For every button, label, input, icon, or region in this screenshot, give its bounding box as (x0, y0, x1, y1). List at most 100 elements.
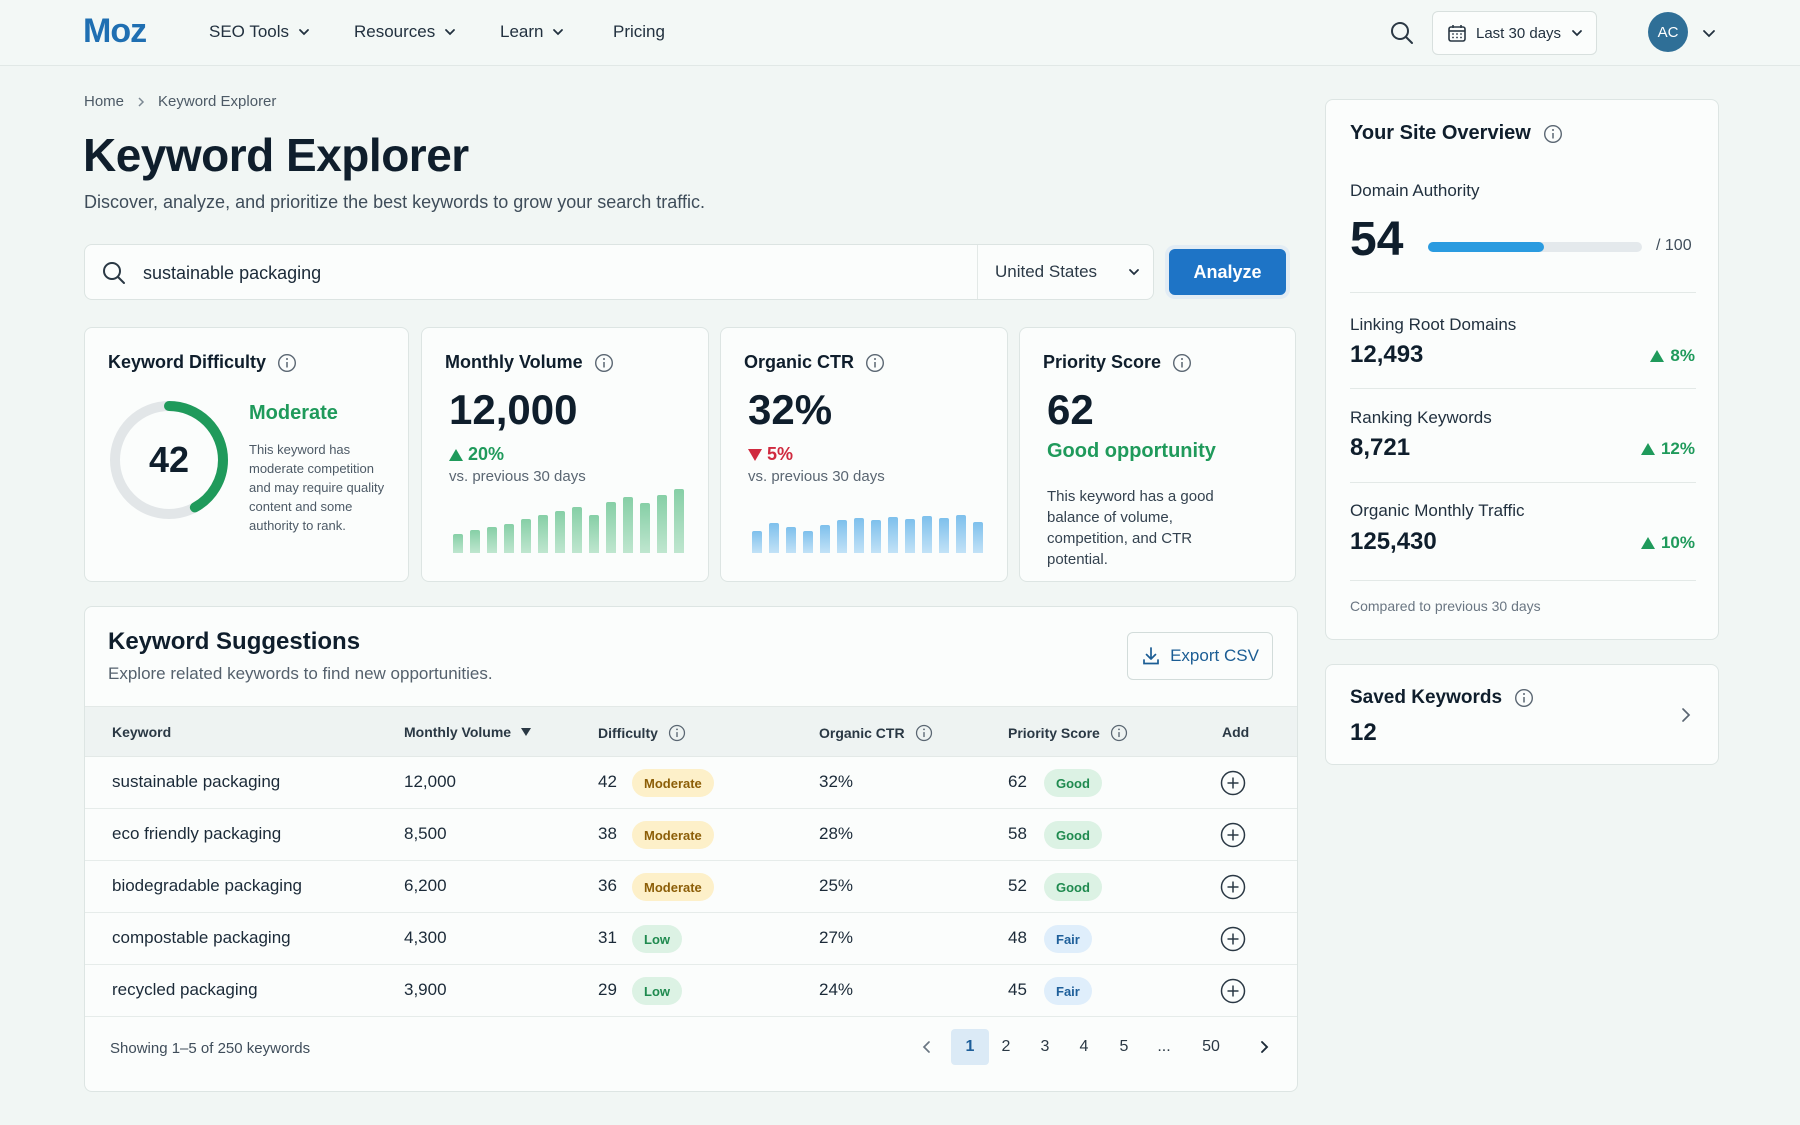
info-icon[interactable] (277, 353, 297, 373)
volume-sparkline (453, 489, 684, 553)
country-select[interactable]: United States (977, 245, 1157, 299)
sparkline-bar (606, 502, 616, 553)
nav-resources[interactable]: Resources (354, 22, 457, 42)
user-avatar[interactable]: AC (1648, 12, 1688, 52)
divider (1350, 388, 1696, 389)
page-button-3[interactable]: 3 (1040, 1038, 1050, 1055)
info-icon[interactable] (1110, 724, 1128, 742)
breadcrumb-current: Keyword Explorer (158, 93, 277, 110)
chevron-down-icon (1572, 30, 1582, 37)
add-keyword-icon[interactable] (1220, 978, 1246, 1004)
page-button-5[interactable]: 5 (1119, 1038, 1129, 1055)
download-icon (1143, 647, 1159, 665)
row-priority: 45 (1008, 980, 1027, 999)
row-volume: 12,000 (404, 772, 456, 791)
nav-seo-tools[interactable]: SEO Tools (209, 22, 311, 42)
add-keyword-icon[interactable] (1220, 874, 1246, 900)
page-button-1[interactable]: 1 (951, 1029, 989, 1065)
monthly-volume-trend-value: 20% (468, 444, 505, 464)
site-overview-card: Your Site Overview Domain Authority 54 /… (1325, 99, 1719, 640)
trend-down-icon (748, 448, 762, 461)
row-volume: 3,900 (404, 980, 447, 999)
domain-authority-max: / 100 (1656, 237, 1692, 254)
keyword-suggestions-title: Keyword Suggestions (108, 628, 361, 655)
info-icon[interactable] (915, 724, 933, 742)
breadcrumb-home[interactable]: Home (84, 93, 125, 110)
column-organic-ctr[interactable]: Organic CTR (819, 724, 933, 742)
breadcrumb: Home Keyword Explorer (84, 93, 276, 110)
sparkline-bar (786, 527, 796, 553)
table-row[interactable]: recycled packaging 3,900 29 Low 24% 45 F… (85, 965, 1297, 1017)
stat-trend: 10% (1640, 533, 1695, 553)
row-priority: 58 (1008, 824, 1027, 843)
chevron-right-icon[interactable] (1256, 1039, 1272, 1055)
chevron-right-icon[interactable] (1678, 706, 1694, 724)
trend-up-icon (1640, 443, 1655, 455)
priority-score-title-text: Priority Score (1043, 352, 1162, 372)
nav-learn[interactable]: Learn (500, 22, 565, 42)
nav-pricing-label: Pricing (613, 22, 665, 41)
info-icon[interactable] (1514, 688, 1534, 708)
row-difficulty: 36 (598, 876, 617, 895)
domain-authority-bar (1428, 242, 1642, 252)
search-icon[interactable] (1389, 20, 1415, 46)
stat-trend-value: 8% (1670, 346, 1695, 365)
add-keyword-icon[interactable] (1220, 822, 1246, 848)
organic-ctr-card: Organic CTR 32% 5% vs. previous 30 days (720, 327, 1008, 582)
page-subtitle: Discover, analyze, and prioritize the be… (84, 192, 705, 212)
divider (1350, 482, 1696, 483)
sparkline-bar (888, 517, 898, 553)
priority-score-value: 62 (1047, 386, 1094, 433)
keyword-search-input[interactable] (143, 257, 993, 289)
stat-trend-value: 10% (1660, 533, 1695, 552)
table-row[interactable]: compostable packaging 4,300 31 Low 27% 4… (85, 913, 1297, 965)
date-range-picker[interactable]: Last 30 days (1432, 11, 1597, 55)
stat-value: 125,430 (1350, 528, 1437, 555)
row-keyword[interactable]: sustainable packaging (112, 772, 281, 791)
analyze-button[interactable]: Analyze (1169, 249, 1286, 295)
export-csv-label: Export CSV (1170, 646, 1259, 665)
chevron-down-icon[interactable] (1701, 25, 1717, 41)
page-ellipsis: ... (1157, 1038, 1171, 1055)
chevron-left-icon[interactable] (919, 1039, 935, 1055)
row-keyword[interactable]: eco friendly packaging (112, 824, 282, 843)
stat-trend: 12% (1640, 439, 1695, 459)
info-icon[interactable] (865, 353, 885, 373)
page-button-50[interactable]: 50 (1202, 1038, 1220, 1055)
nav-pricing[interactable]: Pricing (613, 22, 665, 42)
moz-logo[interactable]: Moz (83, 12, 147, 50)
table-row[interactable]: sustainable packaging 12,000 42 Moderate… (85, 757, 1297, 809)
page-button-4[interactable]: 4 (1079, 1038, 1089, 1055)
stat-trend-value: 12% (1660, 439, 1695, 458)
info-icon[interactable] (1172, 353, 1192, 373)
sparkline-bar (939, 518, 949, 553)
column-keyword-label: Keyword (112, 724, 172, 740)
page-button-2[interactable]: 2 (1001, 1038, 1011, 1055)
saved-keywords-card[interactable]: Saved Keywords 12 (1325, 664, 1719, 765)
top-navigation: Moz SEO Tools Resources Learn Pricing La… (0, 0, 1800, 66)
keyword-difficulty-title-text: Keyword Difficulty (108, 352, 267, 372)
column-monthly-volume[interactable]: Monthly Volume (404, 724, 532, 740)
info-icon[interactable] (594, 353, 614, 373)
row-keyword[interactable]: compostable packaging (112, 928, 291, 947)
row-keyword[interactable]: biodegradable packaging (112, 876, 302, 895)
info-icon[interactable] (668, 724, 686, 742)
export-csv-button[interactable]: Export CSV (1127, 632, 1273, 680)
add-keyword-icon[interactable] (1220, 770, 1246, 796)
sparkline-bar (752, 531, 762, 553)
column-priority-score[interactable]: Priority Score (1008, 724, 1128, 742)
table-header: Keyword Monthly Volume Difficulty Organi… (85, 706, 1297, 757)
row-keyword[interactable]: recycled packaging (112, 980, 258, 999)
table-row[interactable]: biodegradable packaging 6,200 36 Moderat… (85, 861, 1297, 913)
date-range-label: Last 30 days (1476, 24, 1562, 42)
column-difficulty[interactable]: Difficulty (598, 724, 686, 742)
site-overview-footnote: Compared to previous 30 days (1350, 598, 1541, 614)
info-icon[interactable] (1543, 124, 1563, 144)
add-keyword-icon[interactable] (1220, 926, 1246, 952)
chevron-down-icon (299, 29, 309, 36)
sparkline-bar (871, 520, 881, 553)
sparkline-bar (623, 497, 633, 553)
column-keyword[interactable]: Keyword (112, 724, 171, 740)
table-row[interactable]: eco friendly packaging 8,500 38 Moderate… (85, 809, 1297, 861)
monthly-volume-card: Monthly Volume 12,000 20% vs. previous 3… (421, 327, 709, 582)
